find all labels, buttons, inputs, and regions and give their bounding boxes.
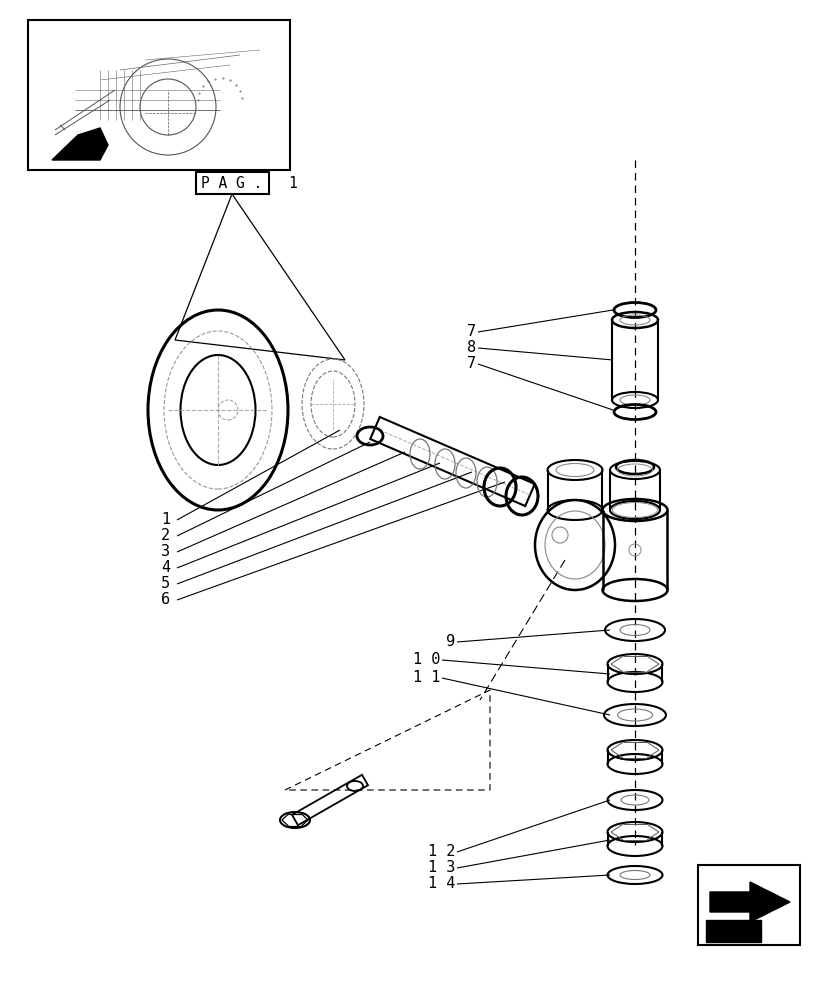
- Text: 3: 3: [160, 544, 170, 560]
- Text: 4: 4: [160, 560, 170, 576]
- Text: 1 2: 1 2: [427, 844, 455, 859]
- Text: 6: 6: [160, 592, 170, 607]
- Polygon shape: [709, 882, 789, 922]
- Bar: [196, 172, 269, 194]
- Bar: [28, 20, 289, 170]
- Text: 7: 7: [466, 357, 476, 371]
- Polygon shape: [52, 128, 108, 160]
- Text: 5: 5: [160, 576, 170, 591]
- Bar: [705, 920, 760, 942]
- Text: 7: 7: [466, 324, 476, 340]
- Text: P A G .: P A G .: [201, 176, 262, 191]
- Text: 8: 8: [466, 340, 476, 356]
- Text: 1: 1: [160, 512, 170, 528]
- Bar: [697, 865, 799, 945]
- Text: 1: 1: [288, 176, 296, 191]
- Text: 9: 9: [445, 634, 455, 650]
- Text: 2: 2: [160, 528, 170, 544]
- Text: 1 1: 1 1: [412, 670, 439, 686]
- Text: 1 4: 1 4: [427, 876, 455, 892]
- Text: 1 0: 1 0: [412, 652, 439, 668]
- Text: 1 3: 1 3: [427, 860, 455, 876]
